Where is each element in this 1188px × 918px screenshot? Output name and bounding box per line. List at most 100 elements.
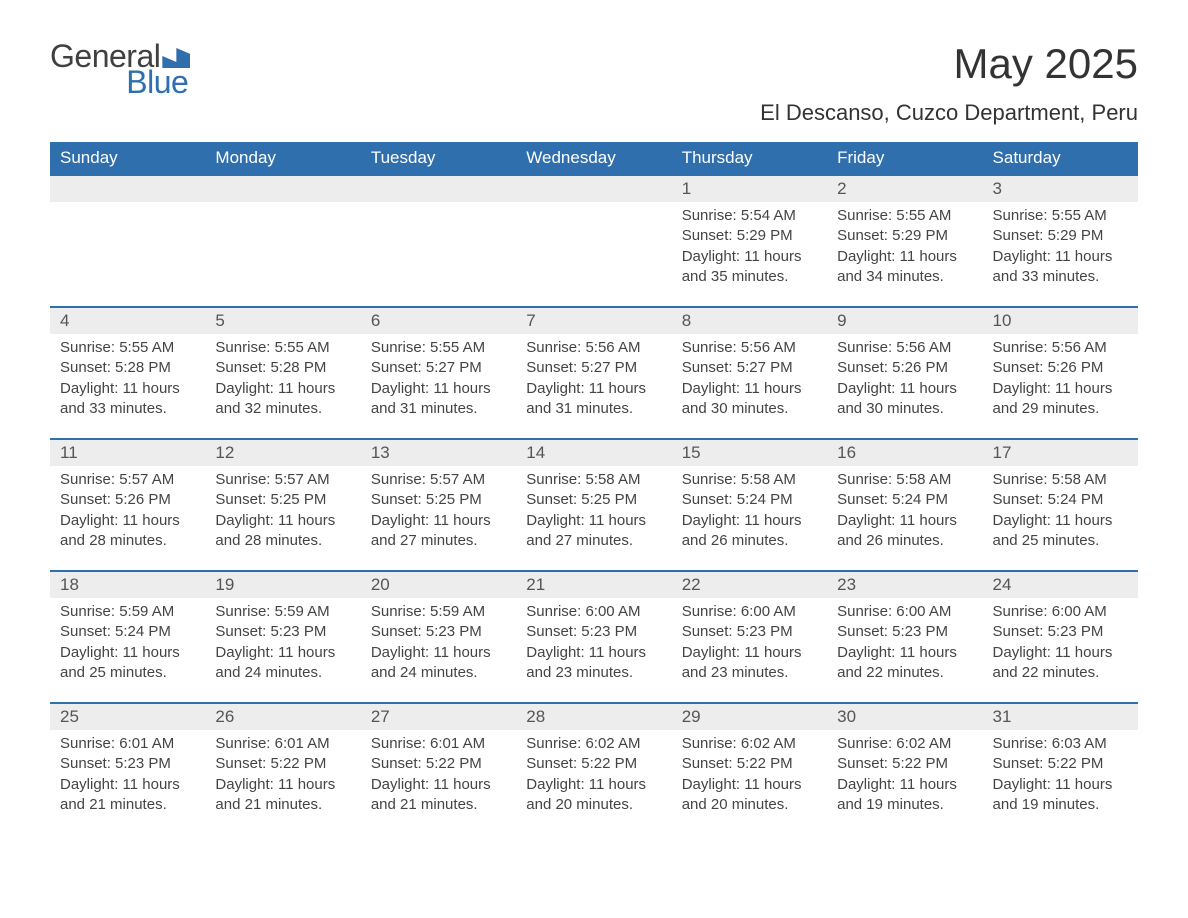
sunset-line: Sunset: 5:22 PM xyxy=(993,754,1128,774)
weekday-header: Friday xyxy=(827,142,982,175)
calendar-day-cell: 5Sunrise: 5:55 AMSunset: 5:28 PMDaylight… xyxy=(205,307,360,439)
day-details: Sunrise: 5:55 AMSunset: 5:27 PMDaylight:… xyxy=(361,334,516,427)
day-number: 2 xyxy=(827,176,982,202)
day-number: 5 xyxy=(205,308,360,334)
weekday-header: Tuesday xyxy=(361,142,516,175)
day-number: 31 xyxy=(983,704,1138,730)
daylight-line: Daylight: 11 hours and 22 minutes. xyxy=(993,643,1128,684)
sunset-line: Sunset: 5:25 PM xyxy=(526,490,661,510)
day-details: Sunrise: 6:02 AMSunset: 5:22 PMDaylight:… xyxy=(672,730,827,823)
sunrise-line: Sunrise: 5:55 AM xyxy=(60,338,195,358)
day-details: Sunrise: 5:57 AMSunset: 5:25 PMDaylight:… xyxy=(361,466,516,559)
day-number: 4 xyxy=(50,308,205,334)
daylight-line: Daylight: 11 hours and 30 minutes. xyxy=(837,379,972,420)
day-number xyxy=(361,176,516,202)
title-block: May 2025 El Descanso, Cuzco Department, … xyxy=(760,40,1138,136)
day-number xyxy=(516,176,671,202)
daylight-line: Daylight: 11 hours and 19 minutes. xyxy=(837,775,972,816)
day-number: 30 xyxy=(827,704,982,730)
sunrise-line: Sunrise: 5:59 AM xyxy=(60,602,195,622)
daylight-line: Daylight: 11 hours and 20 minutes. xyxy=(526,775,661,816)
calendar-day-cell: 8Sunrise: 5:56 AMSunset: 5:27 PMDaylight… xyxy=(672,307,827,439)
sunset-line: Sunset: 5:27 PM xyxy=(682,358,817,378)
day-details: Sunrise: 5:55 AMSunset: 5:28 PMDaylight:… xyxy=(50,334,205,427)
daylight-line: Daylight: 11 hours and 31 minutes. xyxy=(526,379,661,420)
sunset-line: Sunset: 5:23 PM xyxy=(682,622,817,642)
weekday-header: Saturday xyxy=(983,142,1138,175)
calendar-week-row: 18Sunrise: 5:59 AMSunset: 5:24 PMDayligh… xyxy=(50,571,1138,703)
daylight-line: Daylight: 11 hours and 30 minutes. xyxy=(682,379,817,420)
calendar-day-cell: 2Sunrise: 5:55 AMSunset: 5:29 PMDaylight… xyxy=(827,175,982,307)
calendar-day-cell: 6Sunrise: 5:55 AMSunset: 5:27 PMDaylight… xyxy=(361,307,516,439)
sunrise-line: Sunrise: 5:57 AM xyxy=(60,470,195,490)
calendar-day-cell: 21Sunrise: 6:00 AMSunset: 5:23 PMDayligh… xyxy=(516,571,671,703)
logo: General Blue xyxy=(50,40,190,98)
daylight-line: Daylight: 11 hours and 33 minutes. xyxy=(993,247,1128,288)
month-title: May 2025 xyxy=(760,40,1138,88)
day-details: Sunrise: 5:59 AMSunset: 5:23 PMDaylight:… xyxy=(361,598,516,691)
calendar-day-cell: 20Sunrise: 5:59 AMSunset: 5:23 PMDayligh… xyxy=(361,571,516,703)
daylight-line: Daylight: 11 hours and 20 minutes. xyxy=(682,775,817,816)
calendar-day-cell: 28Sunrise: 6:02 AMSunset: 5:22 PMDayligh… xyxy=(516,703,671,835)
daylight-line: Daylight: 11 hours and 28 minutes. xyxy=(60,511,195,552)
day-number: 27 xyxy=(361,704,516,730)
daylight-line: Daylight: 11 hours and 27 minutes. xyxy=(526,511,661,552)
day-details: Sunrise: 6:00 AMSunset: 5:23 PMDaylight:… xyxy=(516,598,671,691)
daylight-line: Daylight: 11 hours and 35 minutes. xyxy=(682,247,817,288)
sunrise-line: Sunrise: 5:55 AM xyxy=(993,206,1128,226)
sunrise-line: Sunrise: 6:02 AM xyxy=(526,734,661,754)
daylight-line: Daylight: 11 hours and 29 minutes. xyxy=(993,379,1128,420)
day-number: 9 xyxy=(827,308,982,334)
day-number: 17 xyxy=(983,440,1138,466)
daylight-line: Daylight: 11 hours and 24 minutes. xyxy=(371,643,506,684)
sunrise-line: Sunrise: 5:58 AM xyxy=(837,470,972,490)
day-number: 23 xyxy=(827,572,982,598)
sunset-line: Sunset: 5:23 PM xyxy=(60,754,195,774)
weekday-header: Monday xyxy=(205,142,360,175)
calendar-day-cell: 29Sunrise: 6:02 AMSunset: 5:22 PMDayligh… xyxy=(672,703,827,835)
sunrise-line: Sunrise: 5:58 AM xyxy=(682,470,817,490)
calendar-day-cell: 22Sunrise: 6:00 AMSunset: 5:23 PMDayligh… xyxy=(672,571,827,703)
calendar-day-cell: 1Sunrise: 5:54 AMSunset: 5:29 PMDaylight… xyxy=(672,175,827,307)
daylight-line: Daylight: 11 hours and 26 minutes. xyxy=(682,511,817,552)
day-details: Sunrise: 6:02 AMSunset: 5:22 PMDaylight:… xyxy=(516,730,671,823)
day-details: Sunrise: 5:57 AMSunset: 5:25 PMDaylight:… xyxy=(205,466,360,559)
daylight-line: Daylight: 11 hours and 28 minutes. xyxy=(215,511,350,552)
daylight-line: Daylight: 11 hours and 31 minutes. xyxy=(371,379,506,420)
sunset-line: Sunset: 5:24 PM xyxy=(993,490,1128,510)
day-details: Sunrise: 6:03 AMSunset: 5:22 PMDaylight:… xyxy=(983,730,1138,823)
calendar-day-cell: 10Sunrise: 5:56 AMSunset: 5:26 PMDayligh… xyxy=(983,307,1138,439)
sunset-line: Sunset: 5:27 PM xyxy=(371,358,506,378)
day-details: Sunrise: 5:55 AMSunset: 5:29 PMDaylight:… xyxy=(983,202,1138,295)
calendar-day-cell: 18Sunrise: 5:59 AMSunset: 5:24 PMDayligh… xyxy=(50,571,205,703)
day-details: Sunrise: 5:55 AMSunset: 5:28 PMDaylight:… xyxy=(205,334,360,427)
sunset-line: Sunset: 5:24 PM xyxy=(60,622,195,642)
day-details: Sunrise: 5:56 AMSunset: 5:27 PMDaylight:… xyxy=(516,334,671,427)
sunrise-line: Sunrise: 5:55 AM xyxy=(837,206,972,226)
daylight-line: Daylight: 11 hours and 21 minutes. xyxy=(60,775,195,816)
sunrise-line: Sunrise: 6:02 AM xyxy=(837,734,972,754)
calendar-day-cell: 11Sunrise: 5:57 AMSunset: 5:26 PMDayligh… xyxy=(50,439,205,571)
calendar-day-cell: 7Sunrise: 5:56 AMSunset: 5:27 PMDaylight… xyxy=(516,307,671,439)
sunrise-line: Sunrise: 6:02 AM xyxy=(682,734,817,754)
sunset-line: Sunset: 5:29 PM xyxy=(837,226,972,246)
calendar-day-cell: 19Sunrise: 5:59 AMSunset: 5:23 PMDayligh… xyxy=(205,571,360,703)
day-details: Sunrise: 6:00 AMSunset: 5:23 PMDaylight:… xyxy=(983,598,1138,691)
weekday-header: Thursday xyxy=(672,142,827,175)
day-details: Sunrise: 5:56 AMSunset: 5:26 PMDaylight:… xyxy=(827,334,982,427)
day-number: 20 xyxy=(361,572,516,598)
day-number: 21 xyxy=(516,572,671,598)
day-number: 16 xyxy=(827,440,982,466)
calendar-day-cell: 26Sunrise: 6:01 AMSunset: 5:22 PMDayligh… xyxy=(205,703,360,835)
day-details: Sunrise: 6:00 AMSunset: 5:23 PMDaylight:… xyxy=(827,598,982,691)
calendar-day-cell: 12Sunrise: 5:57 AMSunset: 5:25 PMDayligh… xyxy=(205,439,360,571)
sunset-line: Sunset: 5:27 PM xyxy=(526,358,661,378)
sunset-line: Sunset: 5:24 PM xyxy=(837,490,972,510)
logo-top-row: General xyxy=(50,40,190,72)
calendar-day-cell xyxy=(361,175,516,307)
sunset-line: Sunset: 5:29 PM xyxy=(682,226,817,246)
sunrise-line: Sunrise: 6:03 AM xyxy=(993,734,1128,754)
day-number: 11 xyxy=(50,440,205,466)
day-details: Sunrise: 6:01 AMSunset: 5:22 PMDaylight:… xyxy=(205,730,360,823)
day-details: Sunrise: 5:54 AMSunset: 5:29 PMDaylight:… xyxy=(672,202,827,295)
